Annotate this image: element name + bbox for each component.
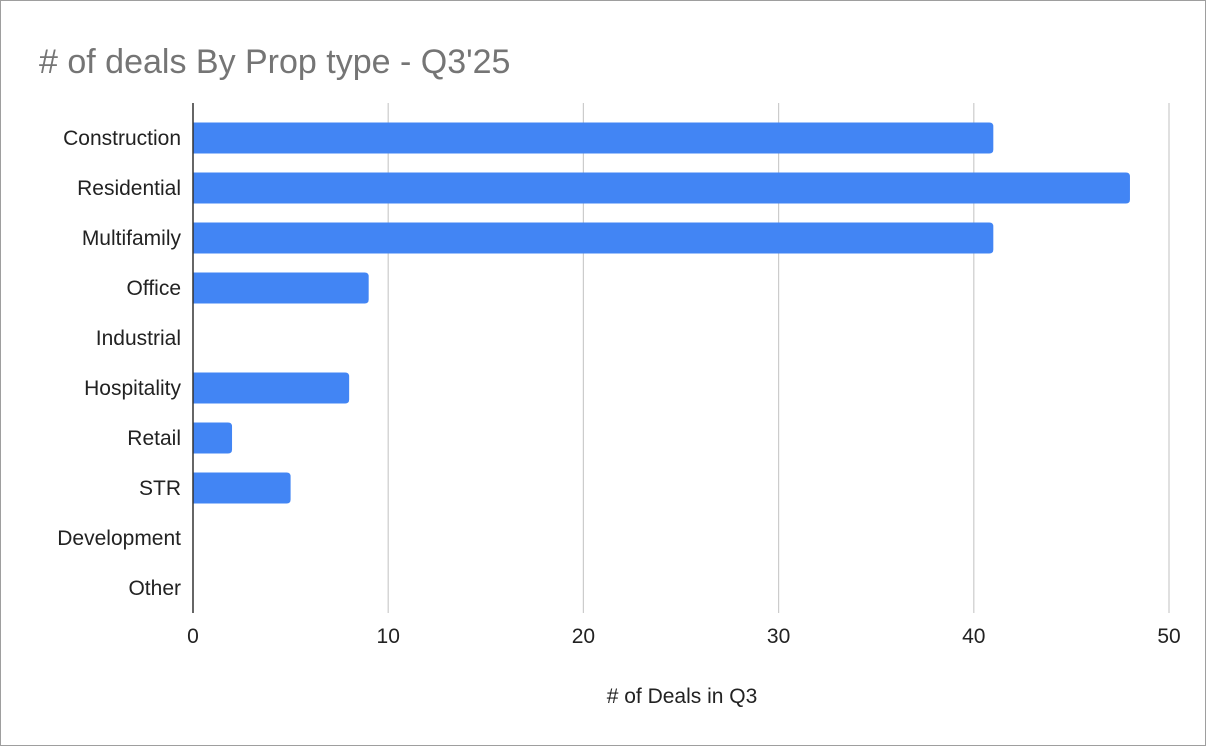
x-tick-label-0: 0 xyxy=(187,625,199,648)
category-label-multifamily: Multifamily xyxy=(82,227,182,250)
bar-hospitality xyxy=(193,372,350,404)
category-label-other: Other xyxy=(128,577,181,600)
bars xyxy=(193,122,1130,504)
category-labels: Construction Residential Multifamily Office… xyxy=(57,127,181,600)
bar-retail xyxy=(193,422,233,454)
category-label-str: STR xyxy=(139,477,181,500)
x-tick-label-30: 30 xyxy=(767,625,790,648)
category-label-development: Development xyxy=(57,527,181,550)
x-axis-title: # of Deals in Q3 xyxy=(607,685,758,708)
bar-residential xyxy=(193,172,1130,204)
category-label-office: Office xyxy=(127,277,181,300)
bar-multifamily xyxy=(193,222,994,254)
x-tick-label-50: 50 xyxy=(1157,625,1180,648)
category-label-retail: Retail xyxy=(127,427,181,450)
category-label-industrial: Industrial xyxy=(96,327,181,350)
x-tick-label-40: 40 xyxy=(962,625,985,648)
bar-office xyxy=(193,272,369,304)
category-label-residential: Residential xyxy=(77,177,181,200)
bar-construction xyxy=(193,122,994,154)
chart-title: # of deals By Prop type - Q3'25 xyxy=(39,43,510,81)
x-tick-labels: 0 10 20 30 40 50 xyxy=(187,625,1181,648)
category-label-construction: Construction xyxy=(63,127,181,150)
x-tick-label-20: 20 xyxy=(572,625,595,648)
bar-str xyxy=(193,472,291,504)
x-tick-label-10: 10 xyxy=(377,625,400,648)
category-label-hospitality: Hospitality xyxy=(84,377,181,400)
